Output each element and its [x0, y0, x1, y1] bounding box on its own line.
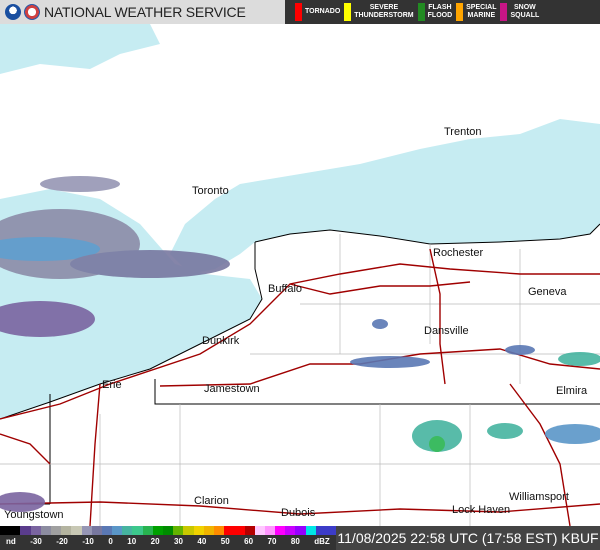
radar-map[interactable]: Trenton Toronto Rochester Buffalo Geneva…: [0, 24, 600, 526]
dbz-swatch: [173, 526, 184, 535]
noaa-logo: [5, 4, 21, 20]
dbz-tick: 50: [220, 537, 230, 546]
dbz-swatch: [213, 526, 225, 535]
dbz-swatch: [163, 526, 174, 535]
dbz-swatch: [50, 526, 62, 535]
dbz-swatch: [132, 526, 143, 535]
dbz-swatch: [101, 526, 113, 535]
dbz-tick: 40: [197, 537, 207, 546]
warning-item: SEVERE THUNDERSTORM: [344, 3, 414, 21]
dbz-swatch: [224, 526, 235, 535]
dbz-tick: -10: [82, 537, 94, 546]
dbz-legend: nd -30 -20 -10 0 10 20 30 40 50 60 70 80 dBZ: [0, 526, 337, 550]
dbz-tick: -30: [30, 537, 42, 546]
dbz-swatch: [295, 526, 306, 535]
dbz-swatch: [234, 526, 245, 535]
dbz-swatch: [326, 526, 337, 535]
city-label: Erie: [102, 379, 122, 391]
city-label: Dansville: [424, 325, 469, 337]
dbz-swatch: [81, 526, 92, 535]
city-label: Dunkirk: [202, 335, 240, 347]
page-title: NATIONAL WEATHER SERVICE: [44, 4, 246, 20]
city-label: Buffalo: [268, 283, 302, 295]
dbz-tick: 10: [127, 537, 137, 546]
dbz-tick: -20: [56, 537, 68, 546]
dbz-color-bar: [0, 526, 337, 535]
warning-legend: TORNADO SEVERE THUNDERSTORM FLASH FLOOD SPE…: [285, 0, 600, 24]
dbz-swatch: [264, 526, 276, 535]
dbz-swatch: [30, 526, 41, 535]
dbz-swatch: [91, 526, 102, 535]
city-label: Geneva: [528, 286, 567, 298]
dbz-swatch: [142, 526, 153, 535]
dbz-swatch: [244, 526, 255, 535]
lake-north: [0, 24, 160, 74]
city-labels: Trenton Toronto Rochester Buffalo Geneva…: [4, 126, 588, 521]
dbz-swatch: [61, 526, 72, 535]
warning-swatch: [295, 3, 302, 21]
warning-label: TORNADO: [305, 8, 341, 15]
dbz-tick: 70: [267, 537, 277, 546]
warning-swatch: [417, 3, 425, 21]
city-label: Toronto: [192, 185, 229, 197]
dbz-swatch: [203, 526, 214, 535]
city-label: Trenton: [444, 126, 482, 138]
nws-logo: [24, 4, 40, 20]
dbz-swatch: [112, 526, 123, 535]
station-id: KBUF: [561, 530, 599, 546]
dbz-swatch: [10, 526, 21, 535]
dbz-swatch: [305, 526, 316, 535]
timestamp-bar: 11/08/2025 22:58 UTC (17:58 EST) KBUF: [336, 526, 600, 550]
lake-ontario: [170, 119, 600, 274]
warning-swatch: [456, 3, 464, 21]
dbz-tick: 0: [108, 537, 113, 546]
warning-item: SPECIAL MARINE: [456, 3, 496, 21]
city-label: Rochester: [433, 247, 483, 259]
radar-echoes: [0, 176, 600, 512]
dbz-swatch: [71, 526, 82, 535]
warning-label: FLASH FLOOD: [427, 4, 453, 19]
dbz-swatch: [20, 526, 31, 535]
dbz-tick: 80: [290, 537, 300, 546]
dbz-ticks: nd -30 -20 -10 0 10 20 30 40 50 60 70 80 dBZ: [0, 535, 336, 546]
city-label: Youngstown: [4, 509, 64, 521]
timestamp: 11/08/2025 22:58 UTC (17:58 EST): [337, 530, 558, 546]
dbz-tick: 20: [150, 537, 160, 546]
dbz-swatch: [315, 526, 326, 535]
warning-label: SEVERE THUNDERSTORM: [354, 4, 414, 19]
city-label: Dubois: [281, 507, 316, 519]
city-label: Williamsport: [509, 491, 569, 503]
city-label: Lock Haven: [452, 504, 510, 516]
dbz-swatch: [0, 526, 11, 535]
city-label: Clarion: [194, 495, 229, 507]
warning-item: TORNADO: [295, 3, 340, 21]
city-label: Elmira: [556, 385, 588, 397]
warning-item: SNOW SQUALL: [500, 3, 539, 21]
dbz-swatch: [193, 526, 204, 535]
warning-label: SNOW SQUALL: [510, 4, 540, 19]
warning-swatch: [344, 3, 352, 21]
dbz-tick: 60: [244, 537, 254, 546]
dbz-swatch: [254, 526, 265, 535]
dbz-swatch: [285, 526, 296, 535]
dbz-swatch: [152, 526, 163, 535]
dbz-swatch: [183, 526, 194, 535]
warning-item: FLASH FLOOD: [417, 3, 453, 21]
dbz-swatch: [122, 526, 133, 535]
dbz-tick: nd: [6, 537, 16, 546]
dbz-tick: dBZ: [314, 537, 330, 546]
dbz-tick: 30: [174, 537, 183, 546]
warning-label: SPECIAL MARINE: [466, 4, 497, 19]
city-label: Jamestown: [204, 383, 260, 395]
dbz-swatch: [275, 526, 286, 535]
warning-swatch: [500, 3, 508, 21]
dbz-swatch: [40, 526, 51, 535]
